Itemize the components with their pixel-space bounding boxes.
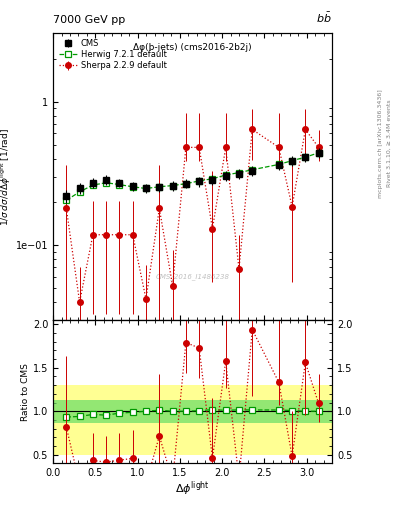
- Herwig 7.2.1 default: [290, 158, 294, 164]
- X-axis label: $\Delta\phi^{\rm light}$: $\Delta\phi^{\rm light}$: [175, 480, 210, 498]
- Text: Rivet 3.1.10, ≥ 3.4M events: Rivet 3.1.10, ≥ 3.4M events: [387, 99, 392, 187]
- Text: 7000 GeV pp: 7000 GeV pp: [53, 14, 125, 25]
- Text: CMS_2016_I1486238: CMS_2016_I1486238: [156, 273, 230, 281]
- Herwig 7.2.1 default: [170, 182, 175, 188]
- Text: $b\bar{b}$: $b\bar{b}$: [316, 10, 332, 25]
- Herwig 7.2.1 default: [64, 197, 69, 203]
- Herwig 7.2.1 default: [77, 189, 82, 195]
- Herwig 7.2.1 default: [210, 176, 215, 182]
- Text: mcplots.cern.ch [arXiv:1306.3436]: mcplots.cern.ch [arXiv:1306.3436]: [378, 89, 383, 198]
- Herwig 7.2.1 default: [250, 167, 255, 173]
- Y-axis label: Ratio to CMS: Ratio to CMS: [21, 362, 30, 421]
- Herwig 7.2.1 default: [223, 172, 228, 178]
- Legend: CMS, Herwig 7.2.1 default, Sherpa 2.2.9 default: CMS, Herwig 7.2.1 default, Sherpa 2.2.9 …: [57, 37, 168, 72]
- Y-axis label: $1/\sigma\,d\sigma/d\Delta\phi^{\rm light}$ [1/rad]: $1/\sigma\,d\sigma/d\Delta\phi^{\rm ligh…: [0, 127, 13, 226]
- Bar: [53, 400, 332, 422]
- Herwig 7.2.1 default: [130, 184, 135, 190]
- Herwig 7.2.1 default: [316, 150, 321, 156]
- Herwig 7.2.1 default: [157, 184, 162, 190]
- Herwig 7.2.1 default: [143, 185, 148, 191]
- Herwig 7.2.1 default: [197, 178, 202, 184]
- Text: Δφ(b-jets) (cms2016-2b2j): Δφ(b-jets) (cms2016-2b2j): [133, 44, 252, 52]
- Herwig 7.2.1 default: [117, 182, 122, 188]
- Herwig 7.2.1 default: [104, 180, 108, 186]
- Herwig 7.2.1 default: [237, 169, 241, 176]
- Herwig 7.2.1 default: [303, 154, 308, 160]
- Herwig 7.2.1 default: [184, 181, 188, 187]
- Herwig 7.2.1 default: [276, 161, 281, 167]
- Herwig 7.2.1 default: [90, 182, 95, 188]
- Line: Herwig 7.2.1 default: Herwig 7.2.1 default: [63, 150, 322, 203]
- Bar: [53, 385, 332, 455]
